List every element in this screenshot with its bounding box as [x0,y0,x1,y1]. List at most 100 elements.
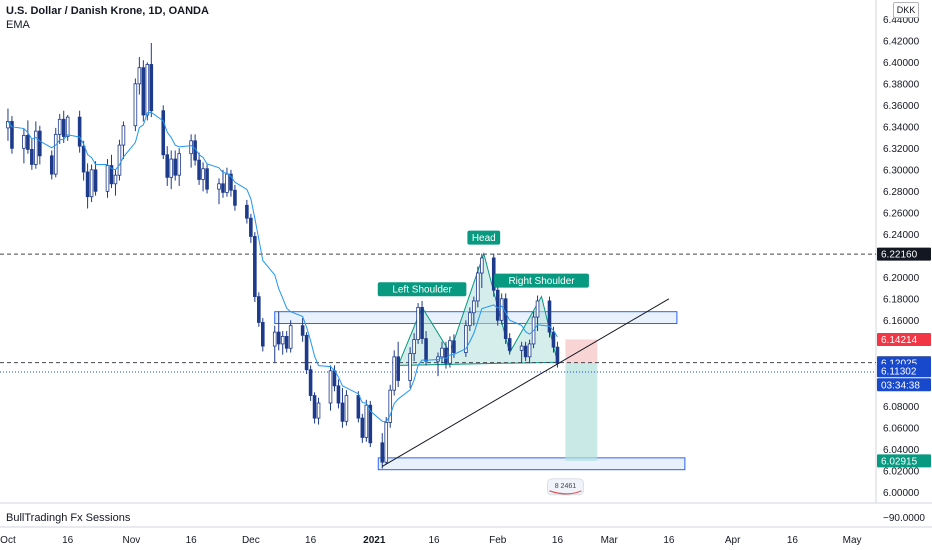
candle-body [89,169,94,198]
candle-body [10,121,14,149]
candle-body [364,404,369,438]
trendline[interactable] [382,298,670,467]
ascending-trendline[interactable] [382,298,670,467]
price-badge-text: 6.11302 [881,366,917,377]
candle [161,105,166,160]
price-tick-label: 6.40000 [883,58,920,69]
candle [519,341,524,364]
price-tick-label: 6.00000 [883,488,920,499]
candle [137,56,142,95]
price-badge-text: 6.22160 [881,250,918,261]
candle [169,150,174,190]
position-tool[interactable] [565,339,598,461]
candle [22,128,26,164]
pattern-label-text: Left Shoulder [392,285,452,296]
price-axis[interactable]: 6.44000 6.42000 6.40000 6.38000 6.36000 6.340… [877,15,931,499]
sessions-indicator-label[interactable]: BullTradingh Fx Sessions [6,512,131,524]
candle [6,108,10,141]
candle [81,140,86,181]
price-tick-label: 6.16000 [883,316,920,327]
candle-body [49,155,54,175]
candle [360,413,365,443]
symbol-title[interactable]: U.S. Dollar / Danish Krone, 1D, OANDA [6,5,209,17]
logo-mark: 8 2461 [547,478,584,496]
candle-body [448,340,452,364]
candle-body [61,118,66,137]
candle [177,148,181,186]
candle-body [229,173,233,191]
candle [396,341,400,387]
price-badge-bg [877,378,931,392]
time-tick-label: Apr [725,535,741,546]
candle-body [53,133,58,175]
candle [384,417,389,465]
candle-body [340,402,345,422]
candle [109,154,114,189]
candle-body [272,331,277,347]
candle-body [65,116,70,137]
time-tick-label: Mar [601,535,619,546]
grid [0,0,932,528]
indicator-legend[interactable]: EMA [6,19,30,31]
candle [476,266,480,308]
candle-body [452,340,456,353]
candle-body [288,325,293,349]
candle [229,169,233,197]
candle [412,333,416,362]
pattern-label-text: Head [472,233,496,244]
zone-support[interactable] [377,457,686,471]
candle-body [280,336,285,345]
candle-body [356,395,361,419]
candle [312,392,317,424]
candle [547,296,552,338]
candles [6,42,560,469]
time-axis[interactable]: Oct 16 Nov 16 Dec 16 2021 16 Feb 16 Mar 16 Apr 16 May [0,535,861,546]
price-badge: 6.14214 [877,332,931,346]
candle-body [26,135,30,150]
candle-body [499,298,504,321]
candle [253,232,257,303]
candle-body [197,159,201,180]
price-tick-label: 6.42000 [883,36,920,47]
logo-text: 8 2461 [555,483,577,490]
candle-body [149,64,154,112]
price-badge-bg [877,247,931,261]
candle-body [6,121,10,129]
candle [420,300,424,344]
candle-body [245,204,249,219]
pattern-label-bg [377,282,467,297]
candle [85,163,90,209]
candle-body [145,64,150,116]
candle [221,169,225,198]
candle [30,138,34,170]
candle [53,127,58,178]
candle [468,307,472,332]
candle-body [189,140,193,155]
candle-body [225,173,229,193]
candle [464,320,468,357]
candle-body [85,171,90,198]
candle [364,399,369,442]
pattern-label-bg [494,273,589,288]
price-badge-bg [877,332,931,346]
candle-body [22,135,26,149]
candle-body [535,300,540,318]
pattern-label-left-shoulder: Left Shoulder [377,282,467,297]
price-tick-label: 6.26000 [883,208,920,219]
currency-badge[interactable]: DKK [893,2,919,18]
candle [316,397,321,425]
candle [197,152,201,185]
candle [408,347,412,388]
candle [89,164,94,203]
take-profit-zone[interactable] [565,363,598,461]
candle-body [233,189,237,206]
time-tick-label: 16 [787,535,799,546]
price-tick-label: 6.24000 [883,230,920,241]
candle [77,110,82,153]
candle [499,293,504,325]
candle-body [380,442,385,463]
price-tick-label: 6.44000 [883,15,920,26]
price-tick-label: 6.08000 [883,402,920,413]
